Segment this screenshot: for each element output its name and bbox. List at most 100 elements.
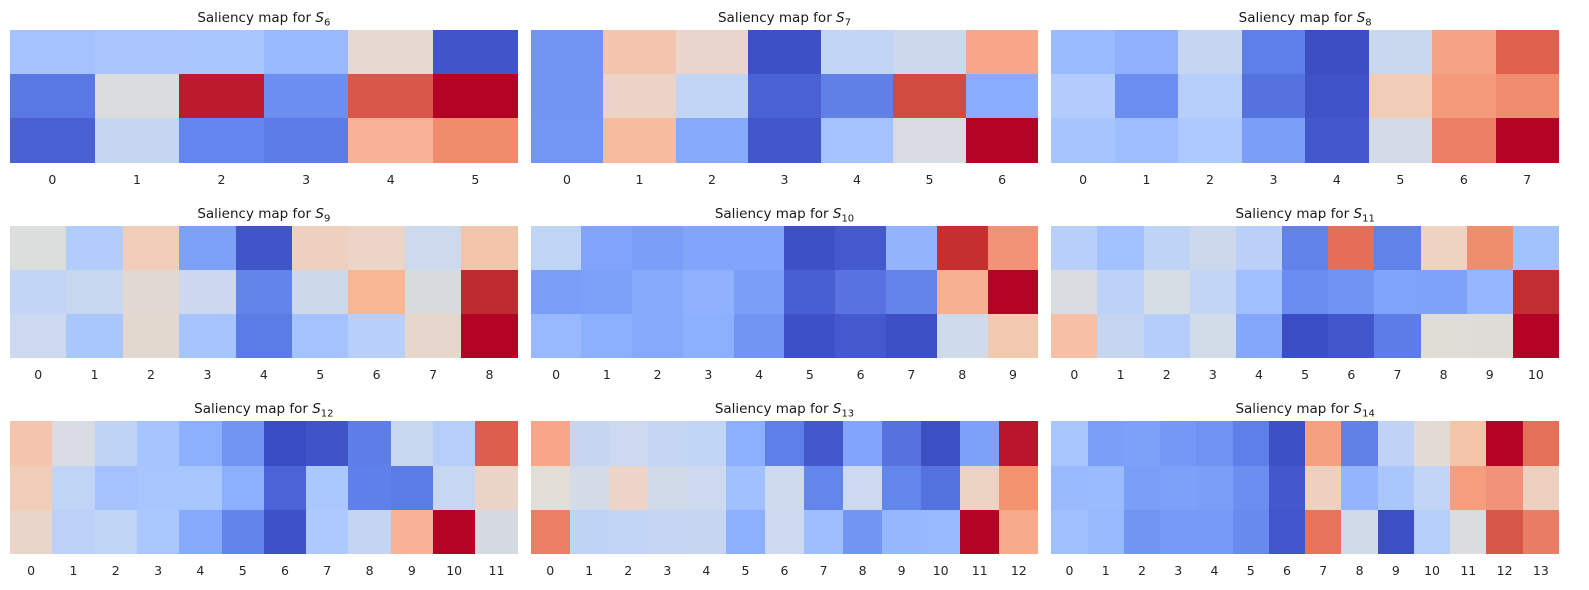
heatmap-cell-S13-r2-c9 — [882, 509, 922, 554]
heatmap-cell-S11-r0-c2 — [1143, 225, 1190, 270]
x-tick-label: 5 — [316, 367, 325, 383]
heatmap-cell-S14-r0-c12 — [1486, 421, 1523, 466]
heatmap-cell-S14-r2-c12 — [1486, 509, 1523, 554]
heatmap-cell-S8-r0-c6 — [1432, 30, 1496, 75]
heatmap-cell-S11-r2-c6 — [1328, 314, 1375, 359]
heatmap-cell-S14-r2-c5 — [1232, 509, 1269, 554]
heatmap-cell-S9-r1-c5 — [292, 269, 349, 315]
heatmap-cell-S7-r1-c6 — [965, 74, 1039, 119]
x-axis-ticks-S12: 0 1 2 3 4 5 6 7 8 9 10 11 — [10, 554, 518, 584]
heatmap-cell-S12-r0-c7 — [306, 421, 349, 466]
heatmap-cell-S11-r2-c9 — [1466, 314, 1513, 359]
x-tick-label: 0 — [546, 563, 555, 578]
series-symbol: S — [315, 10, 324, 26]
heatmap-cell-S12-r0-c10 — [433, 421, 476, 466]
heatmap-cell-S7-r1-c0 — [530, 74, 604, 119]
heatmap-cell-S13-r2-c8 — [843, 509, 883, 554]
heatmap-cell-S13-r1-c4 — [686, 465, 726, 510]
heatmap-cell-S13-r1-c5 — [725, 465, 765, 510]
heatmap-cell-S12-r1-c10 — [433, 465, 476, 510]
x-tick-label: 5 — [1396, 171, 1405, 187]
heatmap-cell-S8-r1-c0 — [1051, 74, 1115, 119]
heatmap-cell-S12-r1-c7 — [306, 465, 349, 510]
plot-title-S8: Saliency map for S8 — [1238, 10, 1372, 29]
heatmap-cell-S14-r1-c4 — [1196, 465, 1233, 510]
heatmap-S7 — [530, 30, 1039, 163]
x-tick-label: 9 — [1008, 367, 1017, 383]
heatmap-cell-S12-r1-c4 — [179, 465, 222, 510]
heatmap-cell-S6-r0-c3 — [263, 30, 349, 75]
heatmap-cell-S10-r0-c4 — [733, 225, 785, 270]
heatmap-cell-S8-r1-c7 — [1495, 74, 1559, 119]
heatmap-cell-S11-r0-c6 — [1328, 225, 1375, 270]
heatmap-cell-S6-r2-c3 — [263, 118, 349, 163]
heatmap-cell-S11-r2-c10 — [1512, 314, 1559, 359]
heatmap-cell-S10-r1-c1 — [581, 269, 633, 315]
x-tick-label: 2 — [111, 563, 120, 578]
heatmap-cell-S8-r0-c0 — [1051, 30, 1115, 75]
heatmap-cell-S13-r0-c2 — [608, 421, 648, 466]
heatmap-cell-S11-r1-c2 — [1143, 269, 1190, 315]
heatmap-cell-S11-r1-c6 — [1328, 269, 1375, 315]
x-tick-label: 8 — [365, 563, 374, 578]
heatmap-cell-S12-r2-c0 — [10, 509, 53, 554]
heatmap-cell-S13-r0-c0 — [530, 421, 570, 466]
x-tick-label: 7 — [819, 563, 828, 578]
series-symbol: S — [832, 401, 842, 418]
x-tick-label: 4 — [853, 171, 861, 187]
heatmap-cell-S13-r0-c6 — [764, 421, 805, 466]
heatmap-cell-S8-r2-c2 — [1178, 118, 1242, 163]
heatmap-cell-S10-r0-c3 — [682, 225, 734, 270]
heatmap-cell-S8-r2-c7 — [1495, 118, 1559, 163]
plot-title-S7: Saliency map for S7 — [717, 10, 851, 29]
heatmap-cell-S14-r1-c7 — [1305, 465, 1342, 510]
plot-title-S9: Saliency map for S9 — [197, 205, 331, 225]
heatmap-cell-S9-r2-c5 — [292, 314, 349, 359]
x-tick-label: 5 — [741, 563, 750, 578]
heatmap-cell-S13-r0-c8 — [843, 421, 883, 466]
x-tick-label: 1 — [1116, 367, 1125, 383]
heatmap-cell-S9-r1-c8 — [461, 269, 518, 315]
heatmap-cell-S10-r1-c3 — [682, 269, 734, 315]
heatmap-cell-S10-r2-c7 — [886, 314, 937, 359]
heatmap-cell-S13-r1-c2 — [608, 465, 648, 510]
series-symbol: S — [312, 401, 321, 418]
heatmap-cell-S11-r1-c10 — [1512, 269, 1559, 315]
heatmap-cell-S13-r0-c5 — [725, 421, 765, 466]
heatmap-cell-S11-r1-c7 — [1374, 269, 1421, 315]
x-tick-label: 2 — [624, 563, 633, 578]
x-tick-label: 9 — [1391, 563, 1400, 578]
series-symbol: S — [836, 10, 845, 26]
series-index: 13 — [841, 409, 855, 421]
heatmap-cell-S10-r2-c6 — [835, 314, 887, 359]
subplot-S7: Saliency map for S7 0 1 2 3 4 5 6 — [530, 6, 1039, 193]
heatmap-cell-S11-r1-c8 — [1420, 269, 1467, 315]
x-tick-label: 7 — [1393, 367, 1402, 383]
heatmap-cell-S11-r2-c0 — [1051, 314, 1098, 359]
x-tick-label: 4 — [1210, 563, 1219, 578]
heatmap-cell-S13-r1-c9 — [882, 465, 922, 510]
x-tick-label: 4 — [755, 367, 764, 383]
x-tick-label: 10 — [446, 563, 463, 578]
x-tick-label: 0 — [1065, 563, 1074, 578]
heatmap-cell-S9-r0-c4 — [235, 225, 293, 270]
x-tick-label: 3 — [704, 367, 713, 383]
heatmap-cell-S8-r0-c7 — [1495, 30, 1559, 75]
heatmap-cell-S8-r0-c4 — [1305, 30, 1369, 75]
heatmap-cell-S14-r0-c8 — [1341, 421, 1378, 466]
heatmap-cell-S14-r2-c1 — [1087, 509, 1124, 554]
x-tick-label: 7 — [323, 563, 332, 578]
x-tick-label: 3 — [154, 563, 163, 578]
heatmap-cell-S14-r2-c6 — [1268, 509, 1306, 554]
heatmap-cell-S14-r0-c4 — [1196, 421, 1233, 466]
heatmap-cell-S13-r1-c11 — [960, 465, 1000, 510]
heatmap-cell-S6-r0-c2 — [179, 30, 264, 75]
heatmap-cell-S11-r1-c3 — [1189, 269, 1236, 315]
heatmap-cell-S10-r1-c8 — [936, 269, 988, 315]
x-axis-ticks-S6: 0 1 2 3 4 5 — [10, 163, 518, 193]
x-tick-label: 0 — [27, 563, 36, 578]
heatmap-cell-S8-r2-c5 — [1368, 118, 1433, 163]
heatmap-cell-S13-r2-c5 — [725, 509, 765, 554]
x-tick-label: 11 — [971, 563, 988, 578]
x-tick-label: 7 — [429, 367, 438, 383]
